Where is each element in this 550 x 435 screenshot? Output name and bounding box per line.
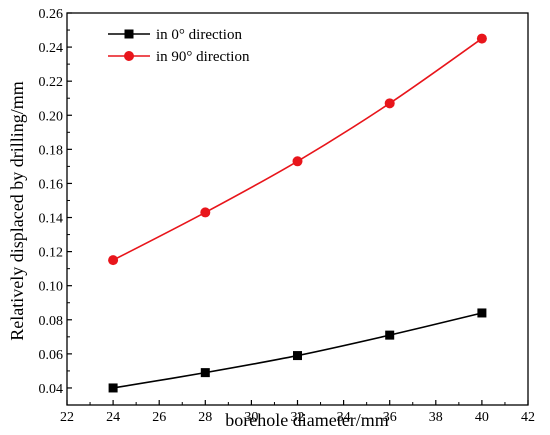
series-line [112, 312, 483, 389]
x-tick-label: 42 [521, 410, 535, 425]
y-tick-label: 0.08 [39, 314, 64, 329]
x-tick-label: 32 [291, 410, 305, 425]
y-tick-label: 0.14 [39, 212, 64, 227]
x-tick-label: 24 [106, 410, 120, 425]
x-axis: 22 24 26 28 30 32 34 36 38 40 42 [60, 400, 535, 425]
data-point-circle [476, 33, 487, 44]
legend-label: in 0° direction [156, 27, 242, 43]
data-point-square [293, 351, 302, 361]
y-tick-label: 0.06 [39, 348, 64, 363]
series-layer [108, 33, 487, 393]
x-tick-label: 34 [337, 410, 351, 425]
y-tick-label: 0.16 [39, 177, 64, 192]
y-tick-label: 0.20 [39, 109, 64, 124]
legend-item: in 90° direction [108, 49, 250, 65]
x-tick-label: 26 [152, 410, 166, 425]
series-ninety-degree [108, 33, 487, 266]
data-point-square [477, 308, 487, 318]
legend-square-marker [124, 29, 134, 39]
x-tick-label: 22 [60, 410, 74, 425]
y-tick-label: 0.12 [39, 246, 64, 261]
data-point-square [385, 330, 395, 340]
data-point-square [200, 368, 210, 378]
series-line [112, 37, 483, 261]
x-tick-label: 40 [475, 410, 489, 425]
plot-frame [66, 12, 529, 406]
y-axis: 0.04 0.06 0.08 0.10 0.12 0.14 0.16 0.18 0.20 0.22… [39, 7, 72, 397]
x-tick-label: 38 [429, 410, 443, 425]
plot-border [66, 12, 529, 406]
y-tick-label: 0.26 [39, 7, 64, 22]
x-tick-label: 28 [198, 410, 212, 425]
legend: in 0° direction in 90° direction [108, 27, 250, 65]
legend-item: in 0° direction [108, 27, 242, 43]
data-point-circle [200, 207, 211, 218]
y-axis-title: Relatively displaced by drilling/mm [7, 81, 27, 340]
series-zero-degree [108, 308, 487, 393]
x-axis-title: borehole diameter/mm [225, 410, 388, 430]
y-tick-label: 0.22 [39, 75, 64, 90]
y-tick-label: 0.04 [39, 382, 64, 397]
x-tick-label: 30 [244, 410, 258, 425]
x-tick-label: 36 [383, 410, 397, 425]
data-point-square [108, 383, 118, 393]
legend-label: in 90° direction [156, 49, 250, 65]
data-point-circle [292, 156, 303, 167]
data-point-circle [108, 255, 119, 266]
y-tick-label: 0.18 [39, 143, 64, 158]
y-tick-label: 0.10 [39, 280, 64, 295]
y-tick-label: 0.24 [39, 41, 64, 56]
data-point-circle [384, 98, 395, 109]
legend-circle-marker [124, 51, 134, 61]
